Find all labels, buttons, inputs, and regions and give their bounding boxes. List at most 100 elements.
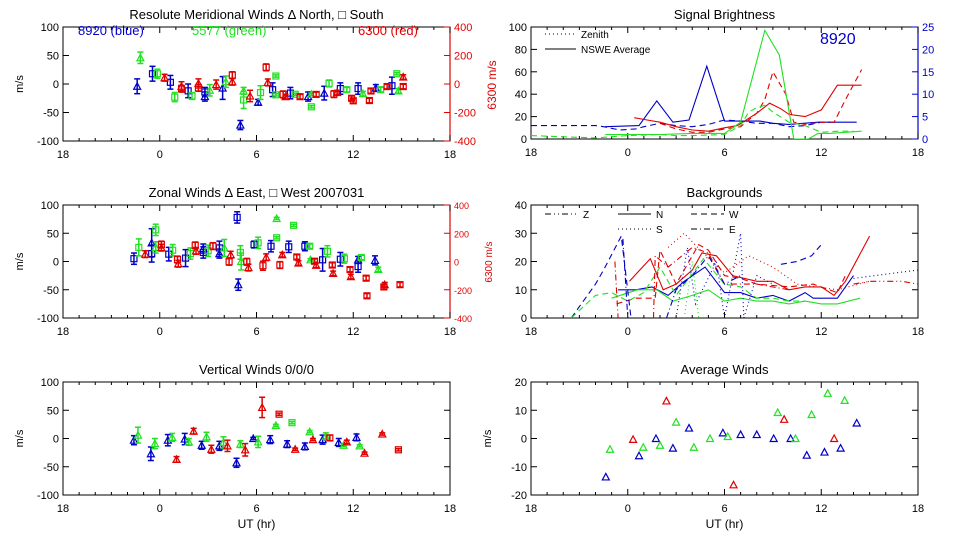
data-point-5577 (689, 442, 699, 451)
triangle-marker (360, 448, 370, 457)
y-tick-label: 20 (515, 377, 527, 389)
square-marker (285, 243, 293, 251)
series-line-8920-z (853, 269, 918, 279)
y-tick-label: 50 (47, 405, 59, 417)
legend-label: NSWE Average (581, 45, 651, 56)
data-point-8920 (197, 440, 207, 450)
data-point-8920 (736, 429, 746, 439)
y-tick-label: 20 (515, 257, 527, 269)
data-point-6300 (257, 396, 267, 419)
series-group (129, 396, 402, 469)
data-point-8920 (684, 423, 694, 432)
square-marker (171, 93, 179, 101)
data-point-6300 (263, 77, 273, 87)
y-tick-label: -10 (511, 462, 527, 474)
square-marker (343, 86, 351, 94)
square-marker (357, 253, 365, 262)
triangle-marker (342, 437, 352, 446)
data-point-5577 (377, 86, 385, 94)
triangle-marker (729, 480, 739, 489)
triangle-marker (829, 433, 839, 443)
data-point-8920 (285, 240, 293, 254)
annotation-label: 6300 (red) (358, 23, 418, 38)
data-point-5577 (150, 437, 160, 450)
triangle-marker (184, 437, 194, 446)
x-tick-label: 0 (157, 149, 163, 161)
x-tick-label: 12 (347, 326, 359, 338)
series-group (531, 28, 863, 139)
x-axis-label: UT (hr) (238, 517, 276, 531)
triangle-marker (243, 262, 253, 272)
series-line-8920-w (570, 234, 822, 318)
triangle-marker (200, 91, 210, 101)
data-point-8920 (233, 278, 243, 292)
data-point-6300 (328, 268, 338, 277)
data-point-6300 (290, 444, 300, 453)
square-marker (396, 281, 404, 289)
x-axis-label: UT (hr) (706, 517, 744, 531)
y2-tick-label: -400 (454, 314, 472, 324)
data-point-6300 (296, 93, 304, 101)
series-line-5577-zenith (531, 104, 854, 139)
square-marker (354, 84, 362, 93)
triangle-marker (807, 409, 817, 419)
y2-tick-label: -200 (454, 286, 472, 296)
data-point-6300 (394, 446, 402, 454)
data-point-5577 (807, 409, 817, 419)
x-tick-label: 18 (525, 326, 537, 338)
y2-tick-label: 20 (922, 44, 934, 56)
y-tick-label: 30 (515, 228, 527, 240)
square-marker (256, 88, 265, 97)
y-tick-label: 20 (515, 112, 527, 124)
data-point-8920 (148, 65, 157, 82)
x-tick-label: 18 (444, 149, 456, 161)
data-point-5577 (219, 238, 229, 258)
data-point-5577 (289, 221, 298, 229)
y-tick-label: -50 (43, 462, 59, 474)
triangle-marker (311, 260, 321, 269)
data-point-6300 (365, 96, 373, 105)
data-point-5577 (184, 437, 194, 447)
square-marker (250, 240, 258, 249)
data-point-5577 (671, 417, 681, 426)
triangle-marker (227, 76, 237, 86)
square-marker (272, 91, 280, 99)
data-point-8920 (181, 248, 190, 268)
triangle-marker (261, 252, 271, 261)
data-point-5577 (221, 75, 231, 89)
y-tick-label: 50 (47, 228, 59, 240)
data-point-5577 (239, 86, 249, 96)
data-point-6300 (275, 410, 283, 418)
triangle-marker (823, 388, 833, 397)
triangle-marker (222, 441, 232, 450)
x-tick-label: 0 (625, 326, 631, 338)
square-marker (169, 246, 177, 254)
x-tick-label: 12 (347, 149, 359, 161)
square-marker (209, 242, 217, 250)
data-point-8920 (132, 78, 142, 95)
triangle-marker (668, 443, 678, 452)
square-marker (272, 72, 280, 80)
data-point-6300 (342, 437, 352, 446)
y-tick-label: 40 (515, 89, 527, 101)
y-tick-label: 0 (521, 434, 527, 446)
data-point-6300 (140, 249, 150, 259)
triangle-marker (651, 433, 661, 443)
triangle-marker (346, 271, 356, 281)
square-marker (394, 446, 402, 454)
data-point-5577 (167, 432, 177, 443)
square-marker (340, 255, 348, 263)
data-point-8920 (233, 211, 241, 224)
data-point-5577 (135, 238, 143, 257)
series-line-8920-nswe-average (605, 64, 857, 128)
data-point-5577 (205, 83, 215, 97)
square-marker (165, 250, 173, 258)
square-marker (275, 410, 283, 418)
data-point-6300 (363, 292, 371, 300)
data-point-5577 (151, 240, 161, 254)
data-point-8920 (319, 85, 329, 101)
triangle-marker (328, 268, 338, 277)
triangle-marker (377, 429, 387, 438)
panel-average: Average Winds 18 0 6 12 18 UT (hr) -20 -10 0 10 20 m… (482, 362, 924, 531)
square-marker (130, 255, 138, 263)
